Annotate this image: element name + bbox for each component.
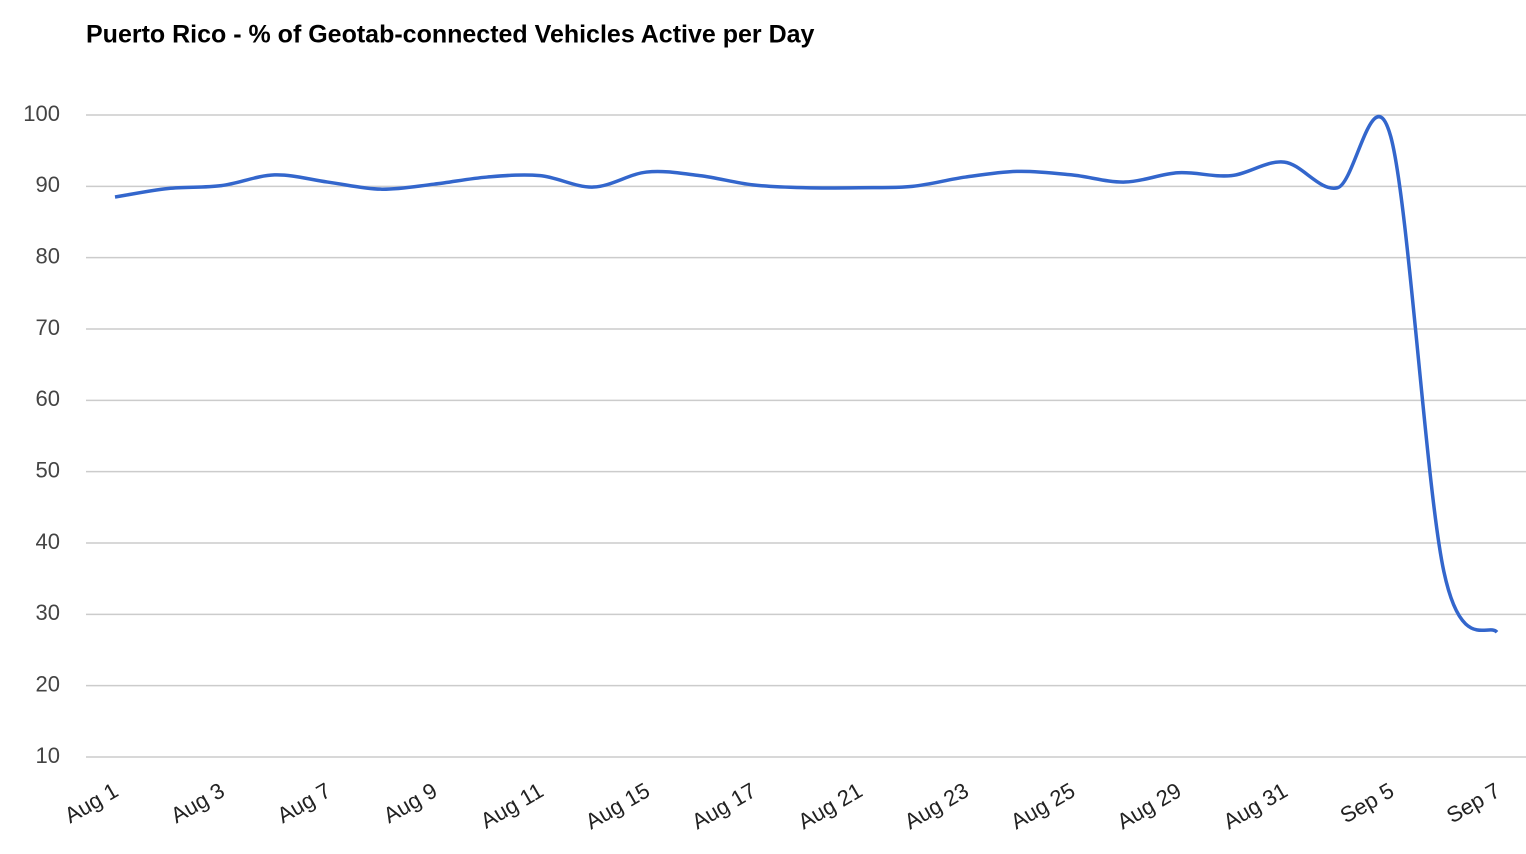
x-tick-label: Aug 23: [900, 778, 973, 835]
x-tick-label: Aug 9: [379, 778, 441, 828]
x-tick-label: Aug 3: [166, 778, 228, 828]
x-tick-label: Aug 11: [476, 778, 547, 834]
x-tick-label: Aug 7: [273, 778, 335, 828]
x-tick-label: Aug 15: [581, 778, 654, 835]
y-tick-label: 20: [36, 671, 60, 696]
y-tick-label: 90: [36, 172, 60, 197]
chart-title: Puerto Rico - % of Geotab-connected Vehi…: [86, 21, 815, 49]
y-tick-label: 60: [36, 386, 60, 411]
y-tick-label: 40: [36, 529, 60, 554]
x-tick-label: Aug 21: [794, 778, 867, 835]
x-tick-label: Aug 29: [1113, 778, 1186, 835]
x-tick-label: Sep 5: [1336, 778, 1398, 828]
x-tick-label: Aug 17: [687, 778, 760, 835]
y-tick-label: 80: [36, 243, 60, 268]
y-tick-label: 30: [36, 600, 60, 625]
line: [114, 115, 1499, 634]
x-tick-label: Aug 31: [1219, 778, 1292, 835]
y-tick-label: 70: [36, 315, 60, 340]
y-tick-label: 50: [36, 457, 60, 482]
y-tick-label: 10: [36, 743, 60, 768]
y-tick-label: 100: [23, 101, 60, 126]
x-tick-label: Aug 25: [1006, 778, 1079, 835]
x-tick-label: Sep 7: [1442, 778, 1504, 828]
x-tick-label: Aug 1: [60, 778, 122, 828]
